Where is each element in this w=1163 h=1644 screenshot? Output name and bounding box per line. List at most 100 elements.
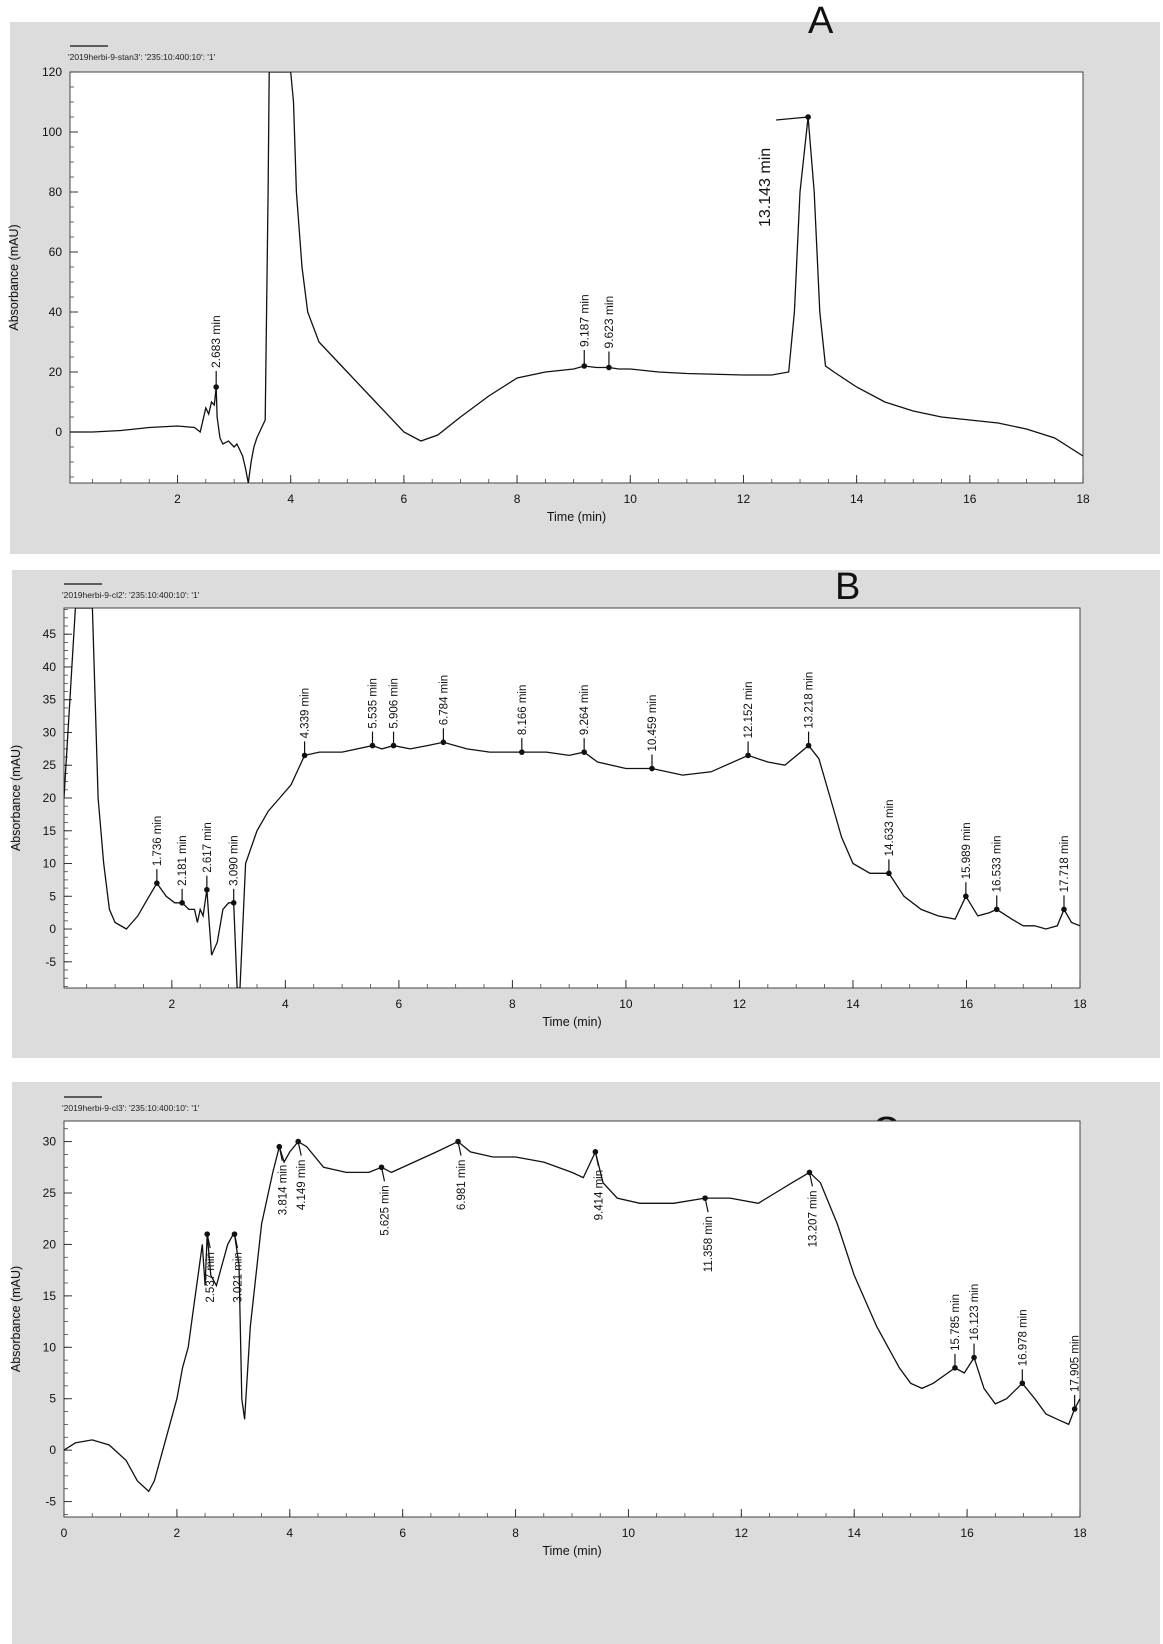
peak-label: 17.718 min	[1059, 835, 1071, 892]
x-tick-label: 10	[619, 997, 633, 1011]
y-tick-label: 10	[43, 857, 57, 871]
y-tick-label: 100	[42, 125, 62, 139]
peak-label: 3.090 min	[229, 835, 241, 886]
x-tick-label: 2	[174, 1526, 181, 1540]
peak-label: 2.537 min	[205, 1252, 217, 1303]
y-tick-label: 5	[49, 889, 56, 903]
peak-label: 16.978 min	[1017, 1309, 1029, 1366]
peak-label: 1.736 min	[152, 816, 164, 867]
peak-label: 4.149 min	[296, 1160, 308, 1211]
chart-c: '2019herbi-9-cl3': '235:10:400:10': '1' 0…	[9, 1096, 1087, 1558]
peak-leader	[594, 1151, 599, 1166]
peak-marker	[295, 1138, 301, 1145]
x-tick-label: 14	[846, 997, 860, 1011]
panel-label-a: A	[808, 0, 834, 42]
y-tick-label: 30	[43, 1135, 57, 1149]
x-tick-label: 12	[737, 492, 751, 506]
peak-label: 12.152 min	[743, 682, 755, 739]
peak-label: 2.181 min	[177, 835, 189, 886]
trace-name: '2019herbi-9-stan3': '235:10:400:10': '1…	[68, 52, 216, 62]
peak-leader	[278, 1146, 283, 1161]
x-tick-label: 0	[61, 1526, 68, 1540]
x-tick-label: 10	[622, 1526, 636, 1540]
peak-label: 3.021 min	[233, 1252, 245, 1303]
panel-label-b: B	[835, 566, 861, 608]
peak-label: 4.339 min	[300, 688, 312, 739]
peak-leader	[808, 1172, 814, 1187]
peak-label: 5.906 min	[389, 678, 401, 729]
y-tick-label: 0	[49, 922, 56, 936]
peak-label: 6.784 min	[438, 675, 450, 726]
peak-label: 13.207 min	[807, 1190, 819, 1247]
peak-label: 2.617 min	[202, 822, 214, 873]
x-axis-label: Time (min)	[542, 1015, 601, 1029]
peak-label: 15.785 min	[950, 1294, 962, 1351]
peak-marker	[455, 1138, 461, 1145]
y-tick-label: -5	[45, 1495, 56, 1509]
chromatogram-trace	[70, 72, 1083, 483]
y-tick-label: 35	[43, 693, 57, 707]
peak-marker	[378, 1164, 385, 1171]
peak-label: 5.625 min	[380, 1185, 392, 1236]
peak-label: 16.533 min	[992, 835, 1004, 892]
trace-name: '2019herbi-9-cl3': '235:10:400:10': '1'	[62, 1103, 200, 1113]
x-tick-label: 16	[960, 997, 974, 1011]
y-tick-label: 0	[49, 1443, 56, 1457]
chart-b: '2019herbi-9-cl2': '235:10:400:10': '1' 2…	[9, 583, 1087, 1029]
x-tick-label: 8	[509, 997, 516, 1011]
peak-marker	[276, 1143, 283, 1150]
peak-label: 11.358 min	[703, 1216, 715, 1272]
y-tick-label: 15	[43, 824, 57, 838]
y-tick-label: 40	[49, 305, 63, 319]
x-tick-label: 2	[174, 492, 181, 506]
x-tick-label: 4	[282, 997, 289, 1011]
x-tick-label: 12	[733, 997, 747, 1011]
chromatogram-trace	[64, 608, 1080, 988]
peak-label: 2.683 min	[209, 315, 223, 368]
y-tick-label: 45	[43, 627, 57, 641]
x-tick-label: 16	[963, 492, 977, 506]
peak-label: 8.166 min	[517, 685, 529, 736]
x-tick-label: 4	[287, 492, 294, 506]
peak-label: 13.218 min	[804, 672, 816, 729]
y-tick-label: 10	[43, 1340, 57, 1354]
peak-leader	[704, 1198, 709, 1213]
y-tick-label: 20	[43, 791, 57, 805]
x-tick-label: 6	[401, 492, 408, 506]
peak-leader	[233, 1234, 239, 1249]
y-tick-label: 0	[55, 425, 62, 439]
y-tick-label: 60	[49, 245, 63, 259]
peak-leader	[380, 1167, 386, 1182]
peak-label: 5.535 min	[367, 678, 379, 729]
y-axis-label: Absorbance (mAU)	[9, 745, 23, 851]
y-tick-label: 30	[43, 725, 57, 739]
peak-label: 9.187 min	[577, 294, 591, 347]
y-tick-label: 80	[49, 185, 63, 199]
x-tick-label: 6	[396, 997, 403, 1011]
x-axis-label: Time (min)	[542, 1544, 601, 1558]
peak-leader	[206, 1234, 211, 1249]
y-axis-label: Absorbance (mAU)	[7, 224, 21, 330]
peak-label: 15.989 min	[961, 822, 973, 879]
peak-label: 6.981 min	[456, 1160, 468, 1211]
trace-name: '2019herbi-9-cl2': '235:10:400:10': '1'	[62, 590, 200, 600]
peak-label: 9.623 min	[602, 296, 616, 349]
x-axis-label: Time (min)	[547, 510, 606, 524]
x-tick-label: 6	[399, 1526, 406, 1540]
peak-label: 9.414 min	[593, 1170, 605, 1221]
y-tick-label: 20	[43, 1237, 57, 1251]
x-tick-label: 12	[735, 1526, 749, 1540]
peak-label: 13.143 min	[757, 148, 774, 227]
x-tick-label: 18	[1073, 1526, 1087, 1540]
peak-label: 14.633 min	[884, 799, 896, 856]
peak-label: 9.264 min	[579, 685, 591, 736]
x-tick-label: 8	[512, 1526, 519, 1540]
x-tick-label: 8	[514, 492, 521, 506]
y-tick-label: 40	[43, 660, 57, 674]
y-axis-label: Absorbance (mAU)	[9, 1266, 23, 1372]
peak-label: 17.905 min	[1070, 1335, 1082, 1392]
y-tick-label: 25	[43, 758, 57, 772]
x-tick-label: 18	[1073, 997, 1087, 1011]
peak-label: 10.459 min	[647, 695, 659, 752]
